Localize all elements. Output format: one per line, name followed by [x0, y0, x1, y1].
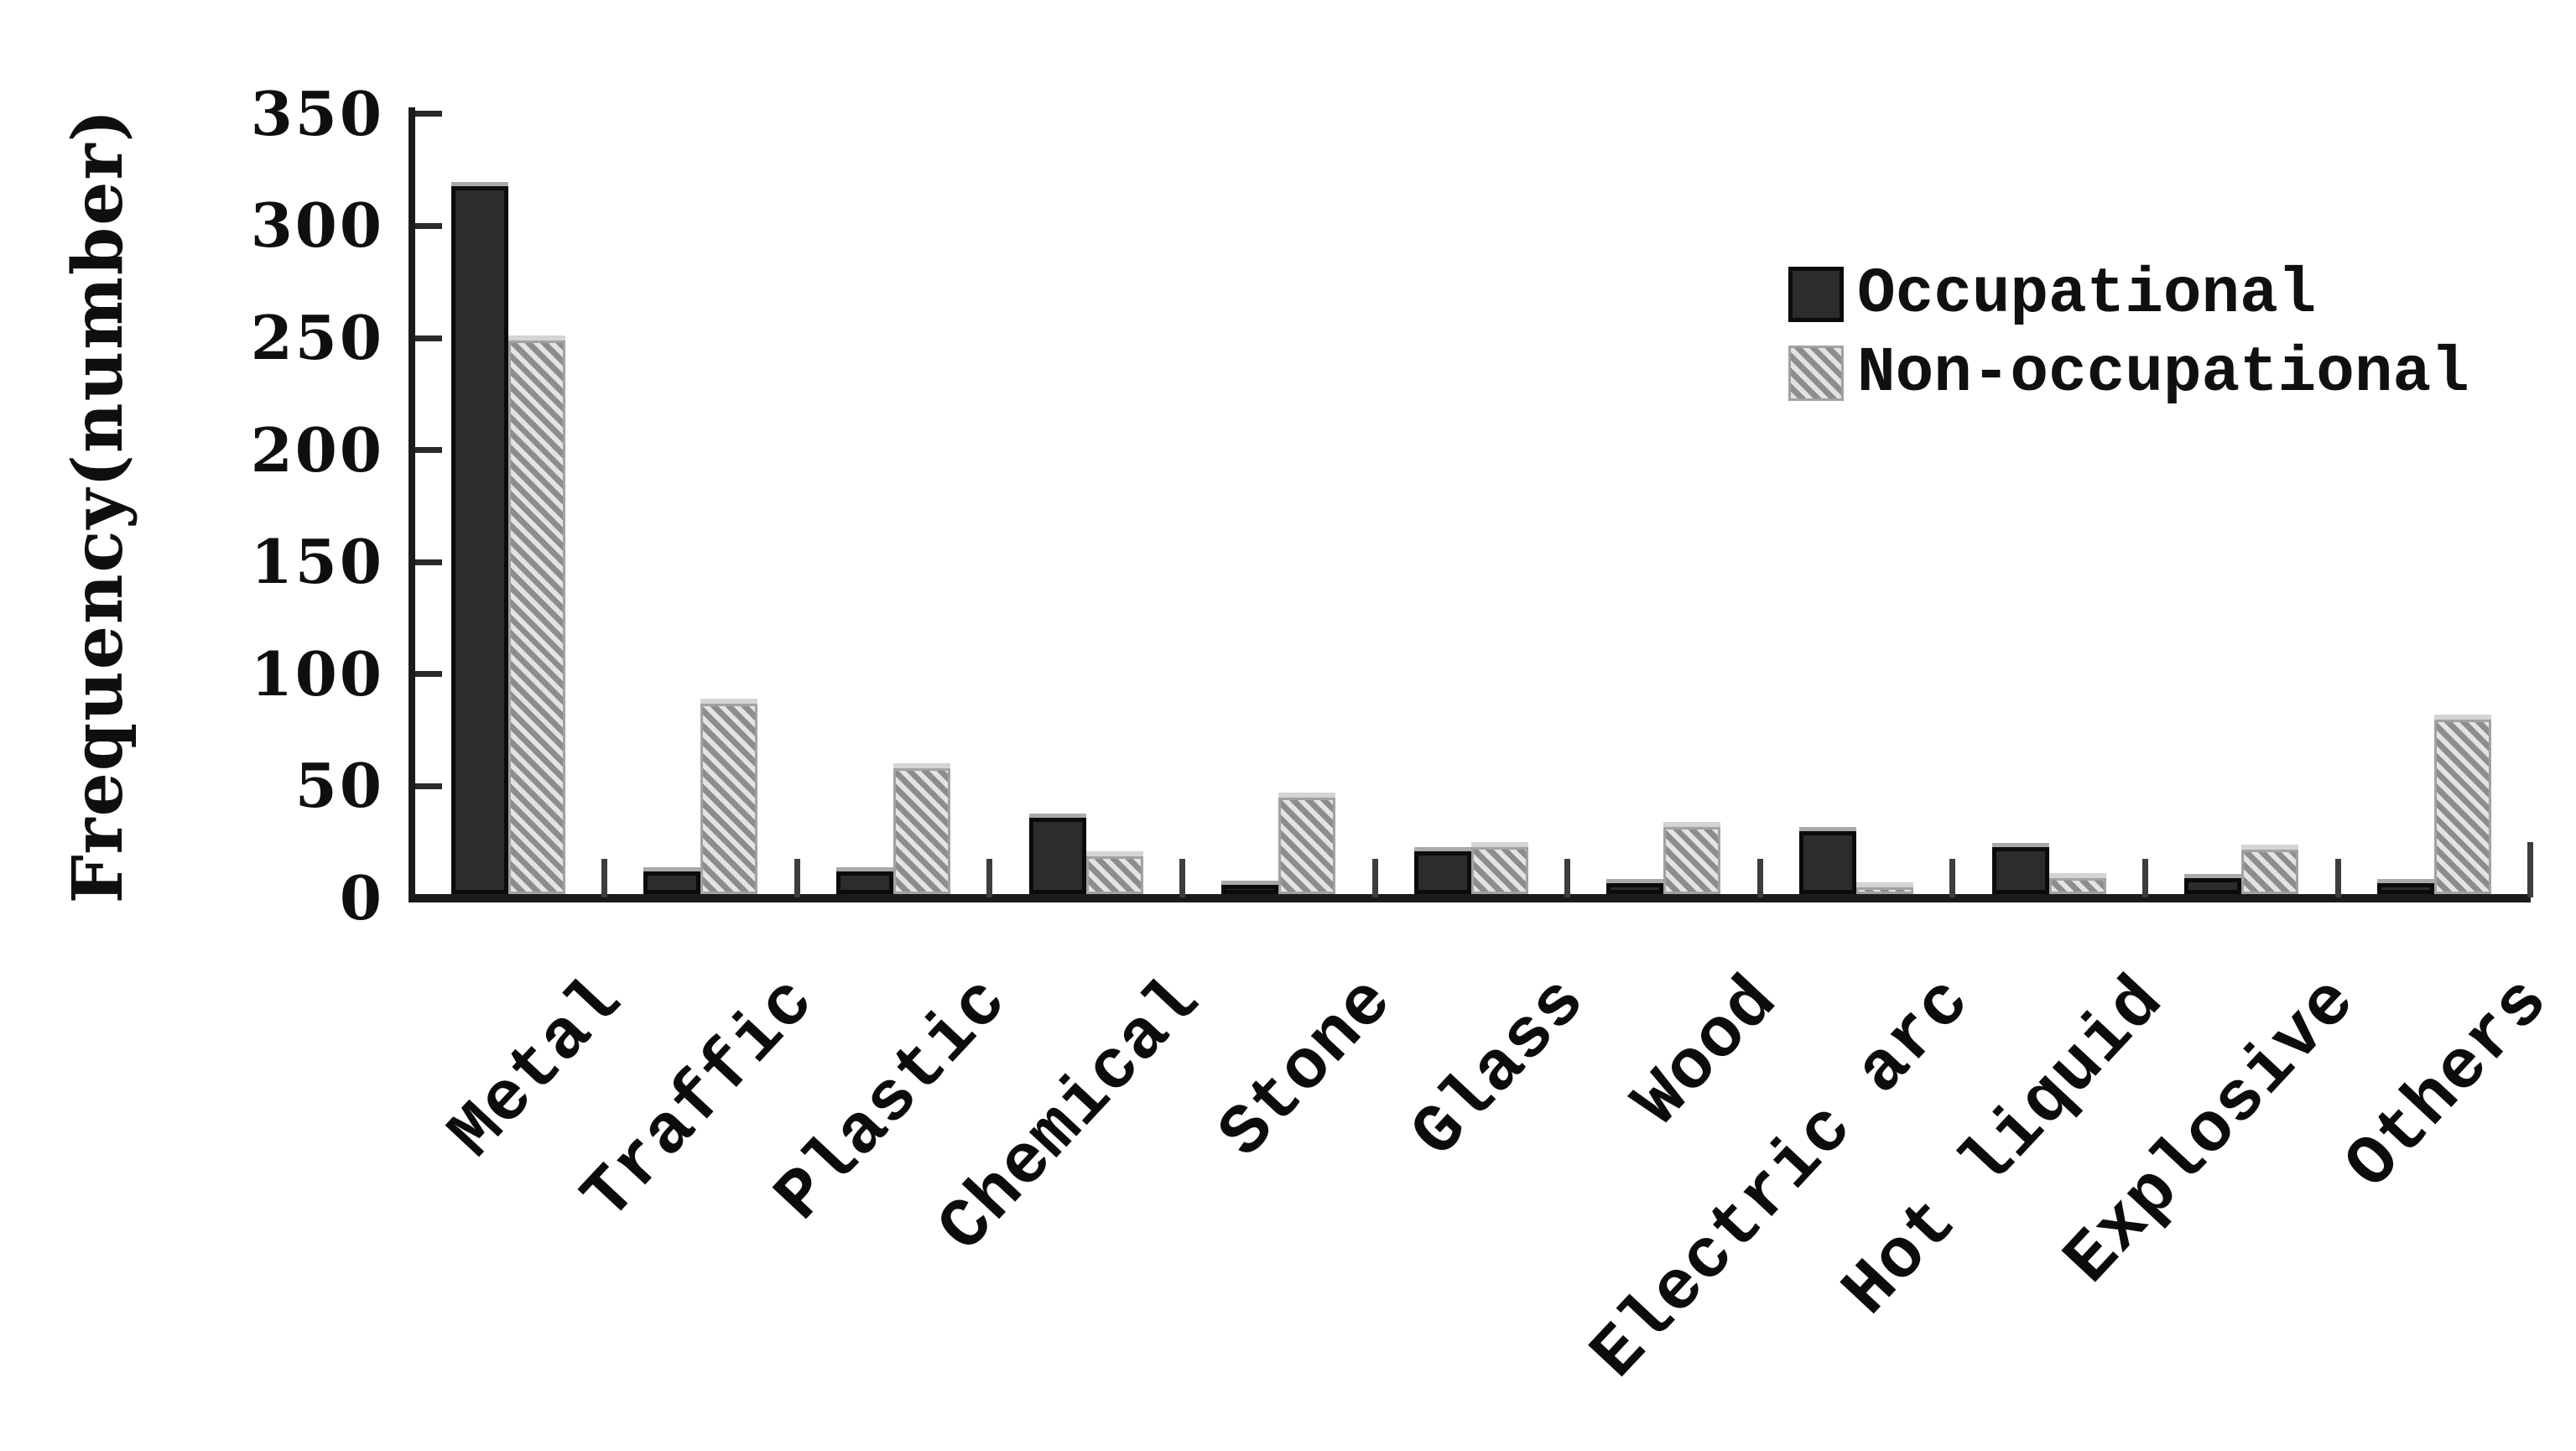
bar-occupational-wood	[1606, 883, 1664, 894]
legend-swatch-non-occupational	[1788, 346, 1844, 401]
y-tick-label-100: 100	[250, 637, 384, 710]
y-tick-label-250: 250	[250, 302, 384, 373]
x-axis-line	[409, 894, 2531, 902]
y-axis-title: Frequency(number)	[58, 107, 138, 904]
y-tick-150	[415, 559, 442, 565]
bar-occupational-metal	[450, 186, 508, 894]
x-axis-tick-5	[1371, 859, 1378, 897]
bar-occupational-traffic	[643, 871, 701, 894]
legend-label-occupational: Occupational	[1857, 258, 2317, 330]
y-tick-label-150: 150	[250, 526, 384, 598]
y-tick-label-200: 200	[250, 413, 384, 486]
y-tick-label-350: 350	[250, 77, 384, 149]
bar-non-occupational-plastic	[893, 768, 950, 894]
y-tick-200	[415, 447, 442, 454]
bar-non-occupational-wood	[1663, 827, 1721, 894]
y-tick-50	[415, 783, 442, 789]
x-axis-tick-9	[2141, 859, 2148, 897]
bar-occupational-plastic	[836, 871, 893, 894]
x-axis-tick-8	[1949, 859, 1956, 897]
bar-occupational-others	[2376, 883, 2434, 894]
bar-occupational-chemical	[1028, 818, 1086, 894]
x-axis-tick-1	[601, 859, 608, 897]
legend-item-occupational: Occupational	[1788, 263, 2316, 326]
legend-swatch-occupational	[1788, 267, 1844, 322]
bar-non-occupational-hot-liquid	[2048, 878, 2106, 894]
bar-non-occupational-explosive	[2241, 850, 2299, 894]
y-tick-250	[415, 335, 442, 341]
bar-non-occupational-metal	[507, 341, 565, 894]
x-axis-tick-2	[794, 859, 800, 897]
bar-occupational-electric-arc	[1799, 831, 1856, 894]
bar-non-occupational-stone	[1278, 798, 1336, 894]
bar-non-occupational-electric-arc	[1856, 887, 1913, 894]
y-axis-line	[409, 107, 415, 902]
bar-non-occupational-others	[2433, 720, 2491, 894]
y-tick-300	[415, 222, 442, 229]
bar-non-occupational-glass	[1470, 847, 1528, 894]
legend-label-non-occupational: Non-occupational	[1857, 337, 2469, 409]
bar-occupational-stone	[1221, 885, 1279, 894]
bar-occupational-glass	[1413, 851, 1471, 894]
x-axis-tick-6	[1564, 859, 1571, 897]
legend-item-non-occupational: Non-occupational	[1788, 341, 2469, 405]
bar-non-occupational-chemical	[1085, 856, 1143, 894]
bar-occupational-explosive	[2184, 878, 2242, 894]
y-tick-350	[415, 111, 442, 117]
bar-non-occupational-traffic	[700, 704, 758, 894]
x-axis-tick-3	[986, 859, 993, 897]
x-axis-tick-10	[2334, 859, 2341, 897]
y-tick-label-300: 300	[250, 190, 384, 262]
y-tick-100	[415, 671, 442, 678]
bar-occupational-hot-liquid	[1991, 847, 2049, 894]
y-tick-label-50: 50	[294, 750, 384, 822]
y-tick-label-0: 0	[339, 862, 384, 934]
x-axis-tick-7	[1756, 859, 1763, 897]
x-axis-tick-11	[2527, 842, 2534, 897]
x-axis-tick-4	[1179, 859, 1185, 897]
